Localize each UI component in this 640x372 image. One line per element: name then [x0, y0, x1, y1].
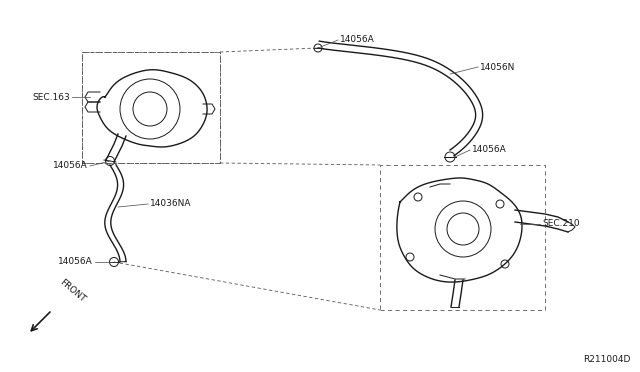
Text: FRONT: FRONT: [58, 278, 87, 304]
Text: 14056A: 14056A: [53, 161, 88, 170]
Text: SEC.210: SEC.210: [542, 219, 580, 228]
Text: 14056A: 14056A: [58, 257, 93, 266]
Text: 14036NA: 14036NA: [150, 199, 191, 208]
Text: 14056A: 14056A: [472, 145, 507, 154]
Text: SEC.163: SEC.163: [32, 93, 70, 102]
Text: 14056N: 14056N: [480, 62, 515, 71]
Text: R211004D: R211004D: [582, 355, 630, 364]
Text: 14056A: 14056A: [340, 35, 375, 45]
